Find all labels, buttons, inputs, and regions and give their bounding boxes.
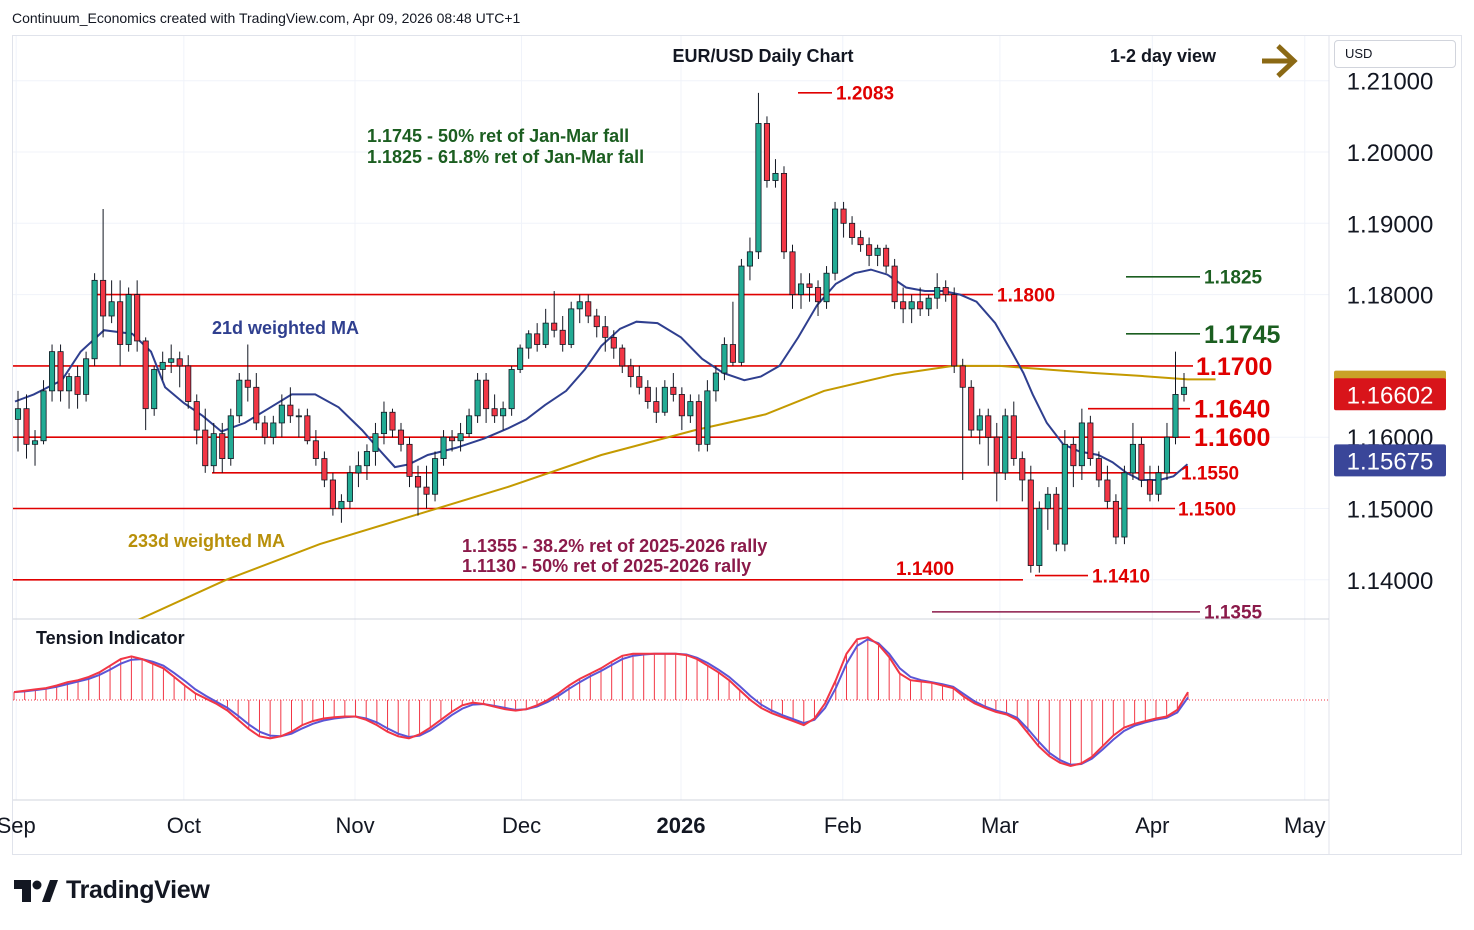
chart-frame: [12, 35, 1462, 855]
chart-attribution: Continuum_Economics created with Trading…: [12, 10, 521, 26]
currency-button[interactable]: USD: [1334, 40, 1456, 68]
tradingview-logo-icon: [14, 879, 58, 902]
tradingview-logo-text: TradingView: [66, 876, 210, 904]
tradingview-logo[interactable]: TradingView: [14, 876, 210, 905]
